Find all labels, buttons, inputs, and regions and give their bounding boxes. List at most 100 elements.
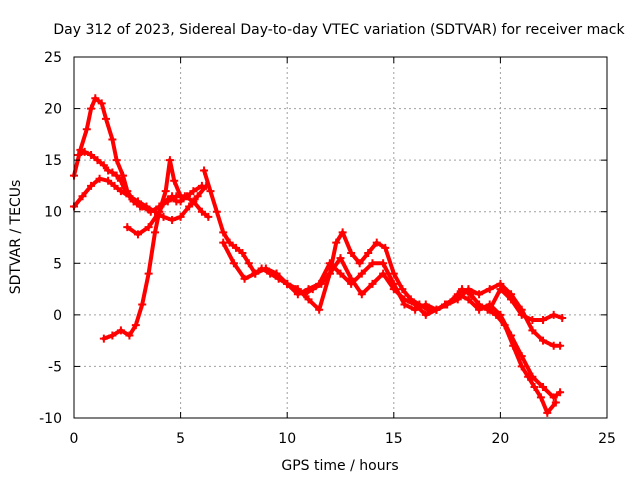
x-tick-label: 15 [385,431,403,447]
data-point [517,352,526,361]
data-point [125,192,134,201]
data-point [204,212,213,221]
data-point [398,285,407,294]
axis-ticks: 0 5 10 15 20 25 -10 -5 0 5 10 15 20 25 [39,50,616,447]
data-point [142,202,151,211]
data-point [93,156,102,165]
data-point [159,212,168,221]
x-tick-label: 20 [491,431,509,447]
data-point [193,192,202,201]
data-point [453,295,462,304]
data-point [496,310,505,319]
data-point [185,202,194,211]
data-point [151,228,160,237]
data-point [539,383,548,392]
data-point [528,372,537,381]
data-point [110,181,119,190]
x-tick-label: 5 [176,431,185,447]
y-tick-label: 0 [53,308,62,324]
data-point [108,135,117,144]
data-point [475,290,484,299]
data-point [381,243,390,252]
data-point [144,223,153,232]
data-point [389,269,398,278]
data-point [549,310,558,319]
y-tick-label: 15 [44,153,62,169]
data-point [558,313,567,322]
data-point [389,285,398,294]
data-point [261,264,270,273]
data-point [315,305,324,314]
data-point [556,388,565,397]
data-point [101,114,110,123]
data-point [443,300,452,309]
data-point [232,243,241,252]
data-point [112,171,121,180]
data-point [197,181,206,190]
data-point [133,197,142,206]
data-point [332,238,341,247]
data-point [116,326,125,335]
data-point [304,285,313,294]
data-point [165,156,174,165]
data-point [528,316,537,325]
data-point [368,259,377,268]
data-point [200,166,209,175]
data-point [244,259,253,268]
data-point [421,310,430,319]
data-point [336,254,345,263]
data-point [372,238,381,247]
series-line [202,168,558,415]
data-point [368,279,377,288]
data-point [87,150,96,159]
y-tick-label: 20 [44,102,62,118]
data-point [379,269,388,278]
data-point [80,147,89,156]
data-point [212,207,221,216]
data-point [133,230,142,239]
data-point [155,207,164,216]
data-point [347,248,356,257]
data-point [507,295,516,304]
y-tick-label: -5 [48,359,62,375]
data-point [131,321,140,330]
data-series-track-8 [272,254,565,350]
data-point [161,187,170,196]
data-point [219,228,228,237]
data-point [528,326,537,335]
data-point [357,290,366,299]
data-point [355,259,364,268]
data-point [78,192,87,201]
data-point [530,383,539,392]
data-point [507,331,516,340]
data-point [144,269,153,278]
data-point [170,176,179,185]
data-point [168,192,177,201]
data-point [304,295,313,304]
data-point [219,238,228,247]
x-tick-label: 10 [278,431,296,447]
data-point [536,393,545,402]
data-point [485,285,494,294]
data-point [91,94,100,103]
data-point [475,305,484,314]
data-series-track-5 [123,156,185,239]
y-axis-label: SDTVAR / TECUs [8,180,24,295]
data-point [517,310,526,319]
data-point [283,279,292,288]
data-point [112,156,121,165]
data-point [272,269,281,278]
data-point [325,259,334,268]
x-tick-label: 0 [70,431,79,447]
data-point [123,223,132,232]
data-point [364,248,373,257]
data-point [432,305,441,314]
data-point [379,259,388,268]
data-point [104,176,113,185]
data-point [197,207,206,216]
data-point [108,168,117,177]
data-point [176,192,185,201]
data-point [108,331,117,340]
data-point [240,274,249,283]
